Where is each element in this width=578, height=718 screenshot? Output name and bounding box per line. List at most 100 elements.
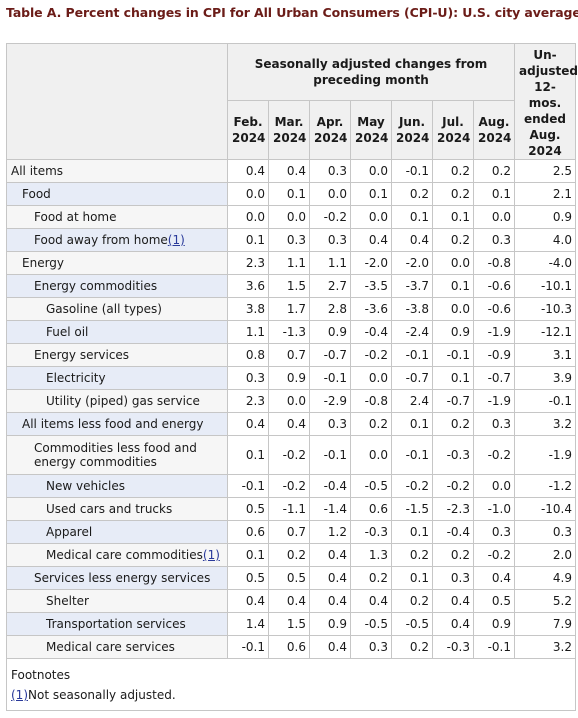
- header-unadjusted: Un-adjusted 12-mos. ended Aug. 2024: [514, 43, 578, 160]
- value-cell: 0.7: [268, 343, 310, 367]
- value-cell: 2.1: [514, 182, 576, 206]
- value-cell: -0.1: [309, 366, 351, 390]
- table-row: All items less food and energy 0.4 0.4 0.3 0…: [6, 412, 576, 436]
- value-cell: 3.2: [514, 412, 576, 436]
- row-label-text: New vehicles: [46, 479, 125, 493]
- value-cell: 0.4: [309, 589, 351, 613]
- value-cell: 0.9: [473, 612, 515, 636]
- value-cell: 0.0: [350, 205, 392, 229]
- value-cell: 0.4: [432, 612, 474, 636]
- value-cell: 1.4: [227, 612, 269, 636]
- value-cell: 2.0: [514, 543, 576, 567]
- value-cell: -0.7: [309, 343, 351, 367]
- row-label-text: Utility (piped) gas service: [46, 394, 200, 408]
- value-cell: 0.8: [227, 343, 269, 367]
- value-cell: -0.2: [473, 543, 515, 567]
- value-cell: 0.4: [350, 589, 392, 613]
- row-label-text: Food: [22, 187, 51, 201]
- value-cell: 0.3: [350, 635, 392, 659]
- value-cell: 0.2: [432, 228, 474, 252]
- value-cell: -0.8: [350, 389, 392, 413]
- row-label-text: Shelter: [46, 594, 89, 608]
- value-cell: 7.9: [514, 612, 576, 636]
- table-row: Services less energy services 0.5 0.5 0.4 0.…: [6, 566, 576, 590]
- row-label-text: All items: [11, 164, 64, 178]
- table-row: Used cars and trucks 0.5 -1.1 -1.4 0.6 -1.5 -2…: [6, 497, 576, 521]
- value-cell: 5.2: [514, 589, 576, 613]
- footnote-ref-link[interactable]: (1): [167, 233, 185, 247]
- value-cell: 0.2: [268, 543, 310, 567]
- value-cell: 0.1: [432, 366, 474, 390]
- value-cell: -1.4: [309, 497, 351, 521]
- value-cell: 0.4: [268, 412, 310, 436]
- value-cell: -0.3: [432, 635, 474, 659]
- value-cell: -0.1: [473, 635, 515, 659]
- value-cell: -0.1: [432, 343, 474, 367]
- header-month: May 2024: [350, 100, 392, 160]
- value-cell: -10.1: [514, 274, 576, 298]
- value-cell: 0.1: [268, 182, 310, 206]
- value-cell: 1.5: [268, 612, 310, 636]
- row-label-text: Commodities less food and energy commodi…: [34, 441, 197, 469]
- value-cell: 3.2: [514, 635, 576, 659]
- footnotes: Footnotes (1)Not seasonally adjusted.: [6, 658, 576, 711]
- value-cell: -0.1: [227, 635, 269, 659]
- table-row: Gasoline (all types) 3.8 1.7 2.8 -3.6 -3.8 0.0…: [6, 297, 576, 321]
- footnote-ref-link[interactable]: (1): [202, 548, 220, 562]
- value-cell: -0.7: [432, 389, 474, 413]
- value-cell: 0.3: [309, 159, 351, 183]
- value-cell: 0.4: [432, 589, 474, 613]
- table-row: Shelter 0.4 0.4 0.4 0.4 0.2 0.4 0.5 5.2: [6, 589, 576, 613]
- row-label: Commodities less food and energy commodi…: [6, 435, 228, 475]
- value-cell: 3.1: [514, 343, 576, 367]
- row-label-text: Energy commodities: [34, 279, 158, 293]
- value-cell: -0.5: [350, 612, 392, 636]
- value-cell: -10.4: [514, 497, 576, 521]
- row-label: Food: [6, 182, 228, 206]
- row-label-text: Used cars and trucks: [46, 502, 173, 516]
- value-cell: -0.2: [350, 343, 392, 367]
- value-cell: 0.3: [309, 412, 351, 436]
- row-label: Used cars and trucks: [6, 497, 228, 521]
- value-cell: 0.0: [350, 435, 392, 475]
- value-cell: -2.0: [391, 251, 433, 275]
- value-cell: 2.3: [227, 389, 269, 413]
- value-cell: 0.0: [350, 366, 392, 390]
- footnote-text: Not seasonally adjusted.: [28, 688, 176, 702]
- table-row: Food away from home(1) 0.1 0.3 0.3 0.4 0.4 0.2…: [6, 228, 576, 252]
- table-row: Food 0.0 0.1 0.0 0.1 0.2 0.2 0.1 2.1: [6, 182, 576, 206]
- value-cell: -0.3: [350, 520, 392, 544]
- header-month: Apr. 2024: [309, 100, 351, 160]
- value-cell: 0.3: [473, 412, 515, 436]
- value-cell: 0.3: [309, 228, 351, 252]
- row-label: Energy services: [6, 343, 228, 367]
- value-cell: 0.2: [432, 543, 474, 567]
- row-label-text: Food at home: [34, 210, 117, 224]
- value-cell: -1.1: [268, 497, 310, 521]
- table-body: All items 0.4 0.4 0.3 0.0 -0.1 0.2 0.2 2.5 Food 0.…: [6, 159, 576, 659]
- footnote-ref-link[interactable]: (1): [11, 688, 28, 702]
- value-cell: 0.2: [432, 182, 474, 206]
- value-cell: -3.6: [350, 297, 392, 321]
- value-cell: -1.0: [473, 497, 515, 521]
- value-cell: 0.9: [309, 612, 351, 636]
- value-cell: 4.9: [514, 566, 576, 590]
- header-item-blank: [6, 43, 228, 160]
- table-row: Energy commodities 3.6 1.5 2.7 -3.5 -3.7 0.1 -0…: [6, 274, 576, 298]
- row-label-text: Apparel: [46, 525, 93, 539]
- table-row: Transportation services 1.4 1.5 0.9 -0.5 -0.5…: [6, 612, 576, 636]
- value-cell: 0.0: [432, 251, 474, 275]
- value-cell: 0.2: [350, 412, 392, 436]
- value-cell: 0.2: [350, 566, 392, 590]
- table-row: Medical care commodities(1) 0.1 0.2 0.4 1.3 0…: [6, 543, 576, 567]
- row-label: Fuel oil: [6, 320, 228, 344]
- value-cell: 0.1: [391, 520, 433, 544]
- row-label: Medical care services: [6, 635, 228, 659]
- value-cell: 1.1: [309, 251, 351, 275]
- row-label: Transportation services: [6, 612, 228, 636]
- value-cell: -2.4: [391, 320, 433, 344]
- table-row: New vehicles -0.1 -0.2 -0.4 -0.5 -0.2 -0.2 0.0-…: [6, 474, 576, 498]
- value-cell: 0.2: [391, 543, 433, 567]
- value-cell: -0.5: [350, 474, 392, 498]
- value-cell: -0.6: [473, 297, 515, 321]
